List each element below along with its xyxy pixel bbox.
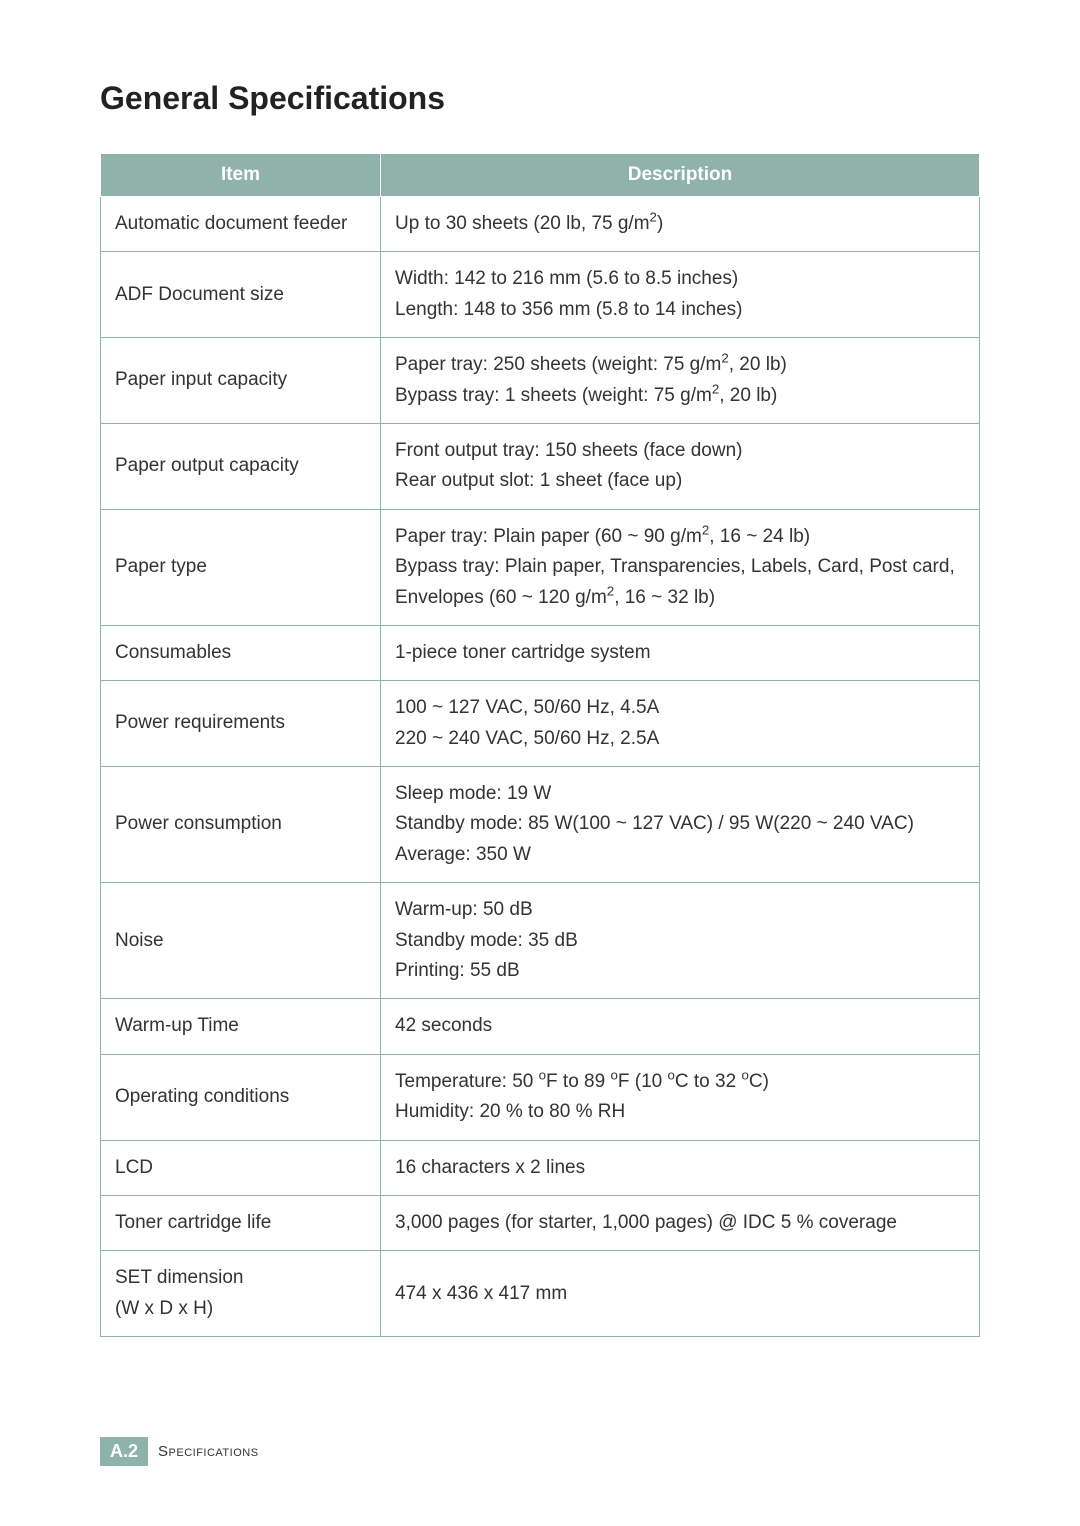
cell-item: LCD — [101, 1140, 381, 1195]
table-row: Paper input capacityPaper tray: 250 shee… — [101, 338, 980, 424]
col-header-item: Item — [101, 154, 381, 197]
cell-item: Paper type — [101, 509, 381, 625]
page-title: General Specifications — [100, 80, 980, 117]
cell-item: Toner cartridge life — [101, 1195, 381, 1250]
cell-item: Power requirements — [101, 681, 381, 767]
cell-description: 100 ~ 127 VAC, 50/60 Hz, 4.5A220 ~ 240 V… — [381, 681, 980, 767]
cell-item: Operating conditions — [101, 1054, 381, 1140]
cell-item: Paper input capacity — [101, 338, 381, 424]
cell-description: Width: 142 to 216 mm (5.6 to 8.5 inches)… — [381, 252, 980, 338]
table-header-row: Item Description — [101, 154, 980, 197]
cell-description: Temperature: 50 oF to 89 oF (10 oC to 32… — [381, 1054, 980, 1140]
footer-section-label: Specifications — [158, 1443, 259, 1460]
cell-item: Consumables — [101, 625, 381, 680]
cell-description: 16 characters x 2 lines — [381, 1140, 980, 1195]
cell-description: 42 seconds — [381, 999, 980, 1054]
cell-item: Automatic document feeder — [101, 197, 381, 252]
table-row: Operating conditionsTemperature: 50 oF t… — [101, 1054, 980, 1140]
table-row: Warm-up Time42 seconds — [101, 999, 980, 1054]
cell-item: Noise — [101, 883, 381, 999]
cell-item: Power consumption — [101, 767, 381, 883]
table-row: Paper output capacityFront output tray: … — [101, 423, 980, 509]
table-row: Power consumptionSleep mode: 19 WStandby… — [101, 767, 980, 883]
footer-page-badge: A.2 — [100, 1437, 148, 1466]
spec-table: Item Description Automatic document feed… — [100, 153, 980, 1337]
cell-description: Paper tray: 250 sheets (weight: 75 g/m2,… — [381, 338, 980, 424]
table-row: Automatic document feederUp to 30 sheets… — [101, 197, 980, 252]
cell-item: Paper output capacity — [101, 423, 381, 509]
cell-description: Up to 30 sheets (20 lb, 75 g/m2) — [381, 197, 980, 252]
cell-description: 1-piece toner cartridge system — [381, 625, 980, 680]
cell-description: 474 x 436 x 417 mm — [381, 1251, 980, 1337]
cell-description: Front output tray: 150 sheets (face down… — [381, 423, 980, 509]
table-row: Power requirements100 ~ 127 VAC, 50/60 H… — [101, 681, 980, 767]
table-row: SET dimension(W x D x H)474 x 436 x 417 … — [101, 1251, 980, 1337]
cell-description: 3,000 pages (for starter, 1,000 pages) @… — [381, 1195, 980, 1250]
table-row: NoiseWarm-up: 50 dBStandby mode: 35 dBPr… — [101, 883, 980, 999]
cell-item: SET dimension(W x D x H) — [101, 1251, 381, 1337]
table-row: Paper typePaper tray: Plain paper (60 ~ … — [101, 509, 980, 625]
cell-description: Paper tray: Plain paper (60 ~ 90 g/m2, 1… — [381, 509, 980, 625]
cell-description: Warm-up: 50 dBStandby mode: 35 dBPrintin… — [381, 883, 980, 999]
table-row: Consumables1-piece toner cartridge syste… — [101, 625, 980, 680]
table-row: ADF Document sizeWidth: 142 to 216 mm (5… — [101, 252, 980, 338]
spec-table-body: Automatic document feederUp to 30 sheets… — [101, 197, 980, 1337]
col-header-description: Description — [381, 154, 980, 197]
cell-description: Sleep mode: 19 WStandby mode: 85 W(100 ~… — [381, 767, 980, 883]
table-row: LCD16 characters x 2 lines — [101, 1140, 980, 1195]
page-footer: A.2 Specifications — [100, 1437, 259, 1466]
cell-item: ADF Document size — [101, 252, 381, 338]
table-row: Toner cartridge life3,000 pages (for sta… — [101, 1195, 980, 1250]
cell-item: Warm-up Time — [101, 999, 381, 1054]
